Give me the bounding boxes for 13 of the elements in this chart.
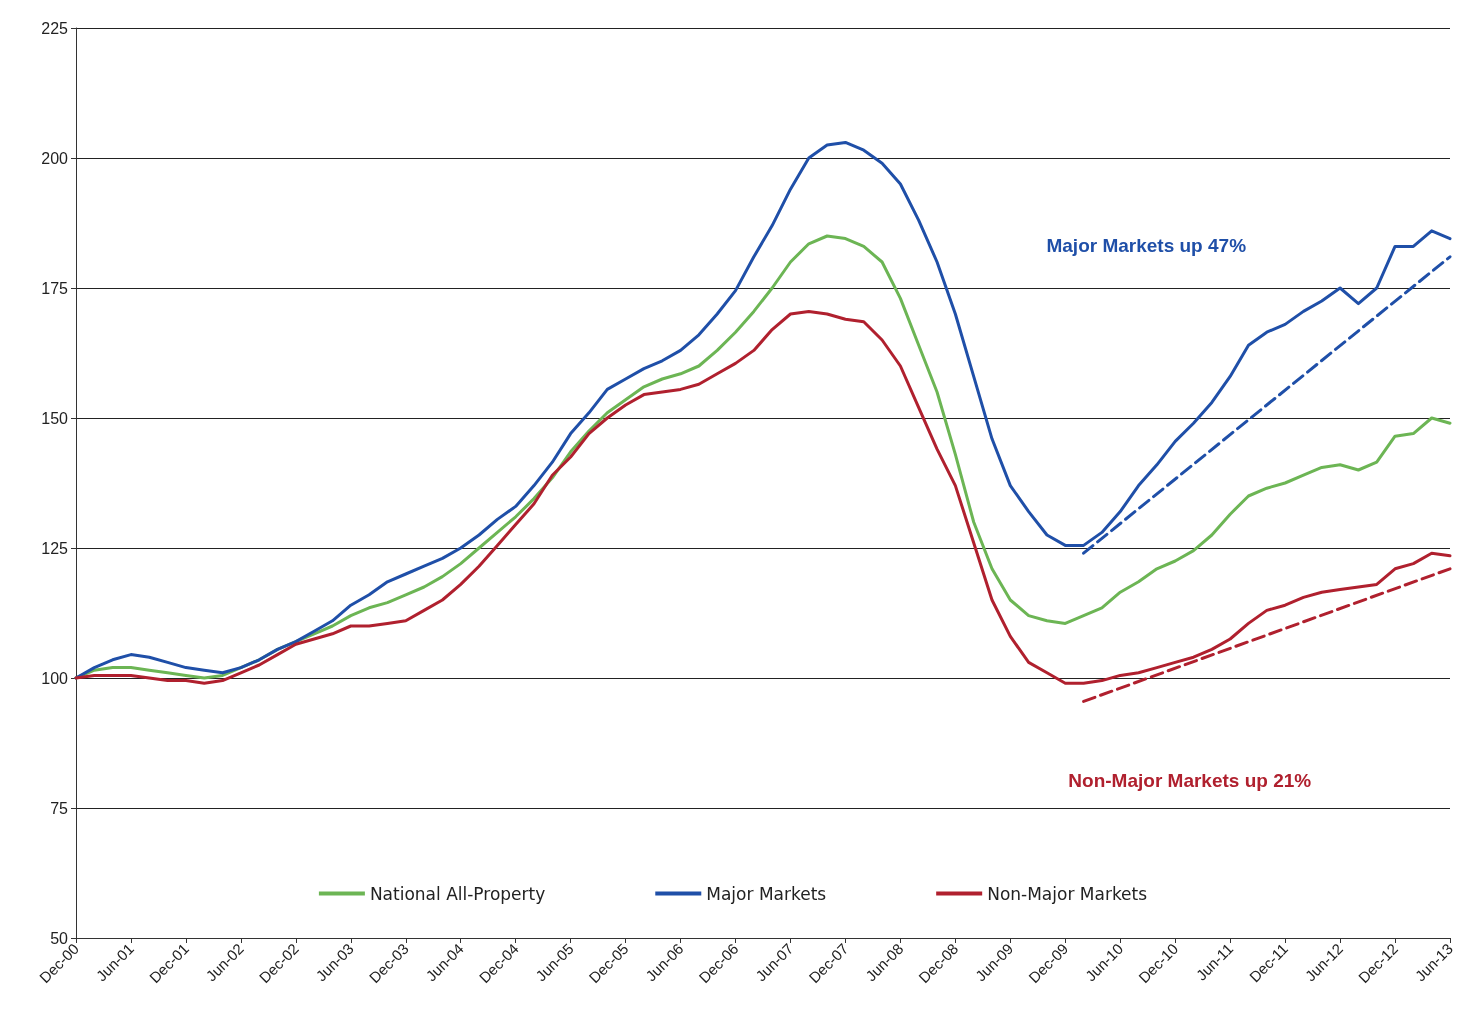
y-tick-label: 50	[50, 929, 69, 947]
legend-label: Non-Major Markets	[987, 883, 1148, 904]
annotation: Non-Major Markets up 21%	[1068, 770, 1312, 792]
legend-label: Major Markets	[706, 883, 827, 904]
y-tick-label: 150	[41, 409, 69, 427]
y-tick-label: 75	[50, 799, 69, 817]
y-tick-label: 125	[41, 539, 69, 557]
y-tick-label: 200	[41, 149, 69, 167]
y-tick-label: 175	[41, 279, 69, 297]
y-tick-label: 100	[41, 669, 69, 687]
annotation: Major Markets up 47%	[1046, 234, 1247, 256]
y-tick-label: 225	[41, 19, 69, 37]
legend-label: National All-Property	[369, 883, 546, 904]
